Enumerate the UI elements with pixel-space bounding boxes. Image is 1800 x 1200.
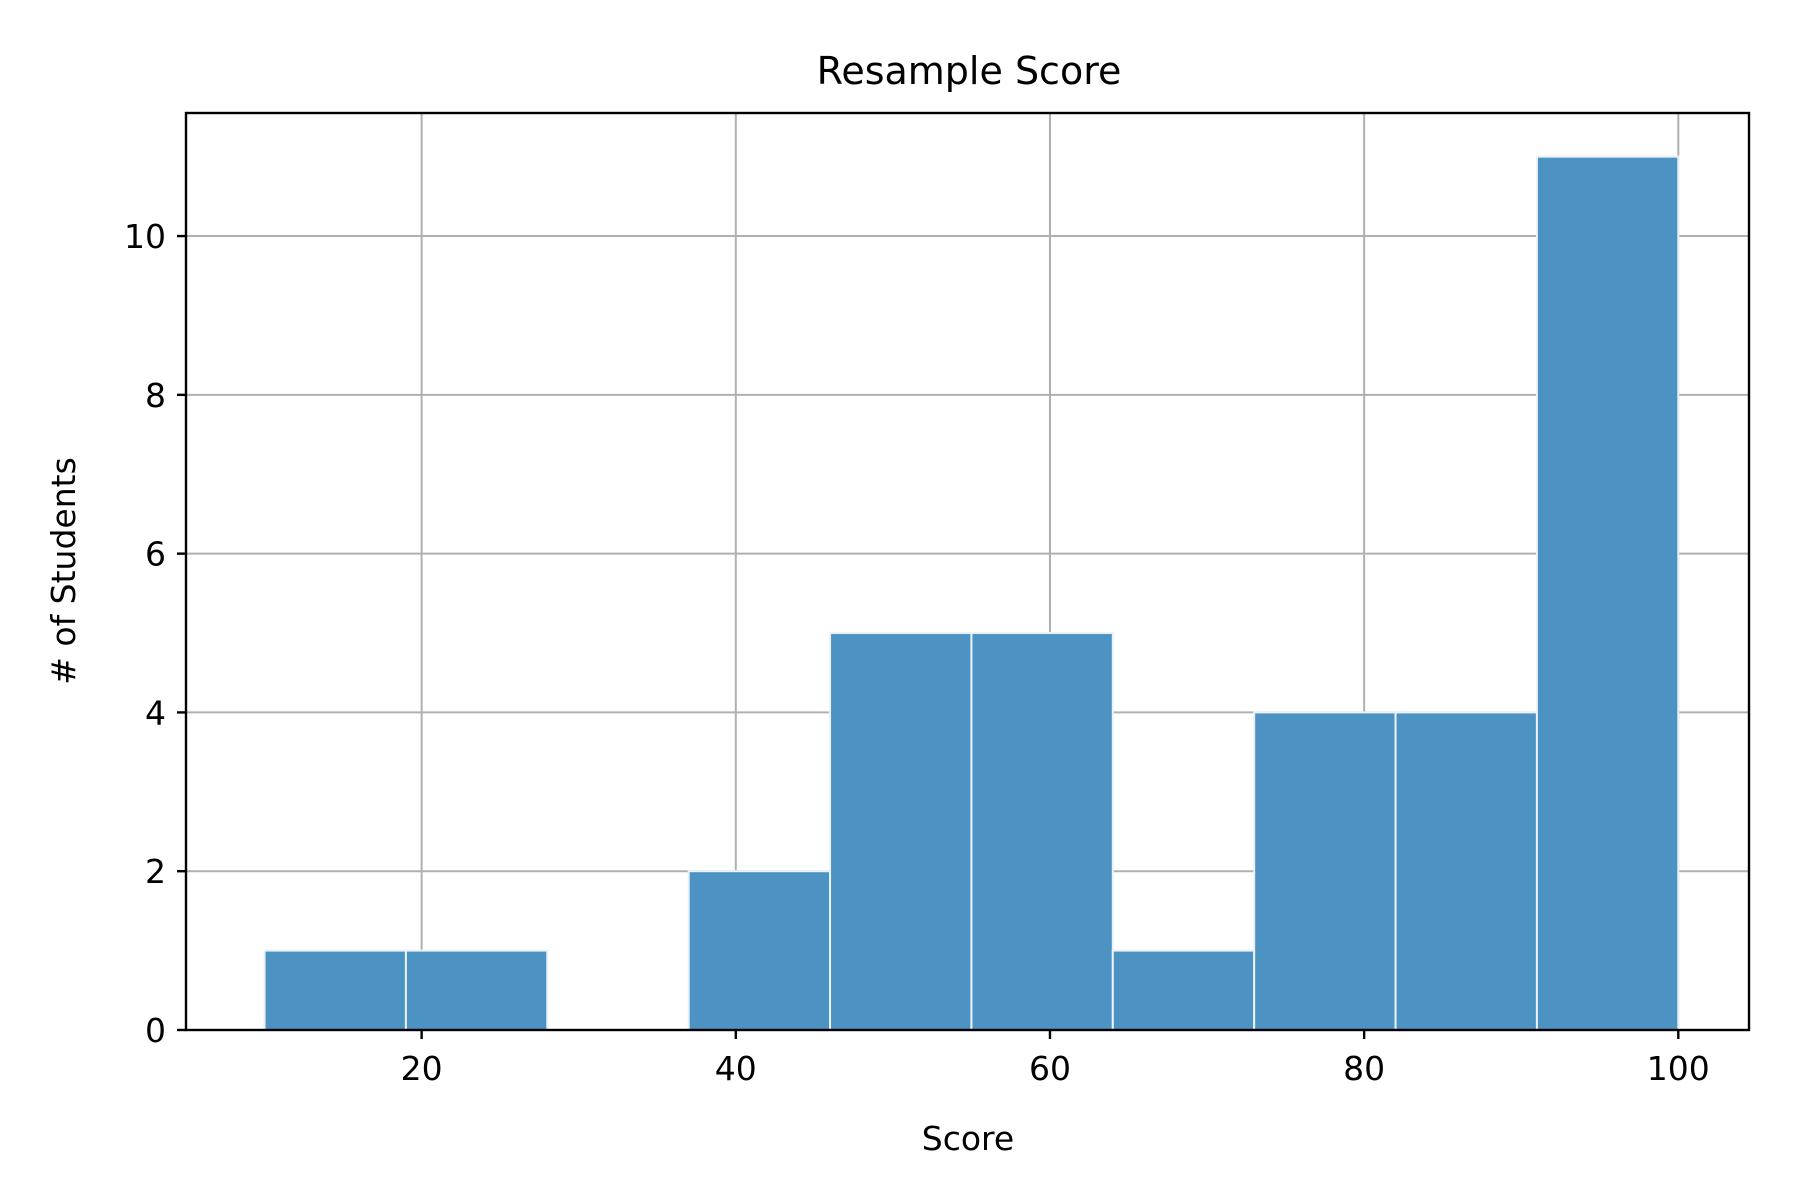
y-tick-label: 2	[145, 852, 166, 891]
y-tick-label: 8	[145, 376, 166, 415]
axis-ticks: 20 40 60 80 100 0 2 4 6 8 10	[124, 217, 1710, 1088]
x-tick-label: 20	[401, 1049, 443, 1088]
histogram-bar	[829, 632, 973, 1031]
y-axis-label: # of Students	[44, 457, 83, 685]
x-tick-label: 80	[1343, 1049, 1385, 1088]
histogram-bar	[404, 949, 549, 1032]
x-tick-label: 100	[1647, 1049, 1710, 1088]
y-tick-label: 10	[124, 217, 166, 256]
chart-title: Resample Score	[817, 49, 1122, 93]
histogram-bar	[970, 632, 1114, 1031]
histogram-bar	[1394, 711, 1538, 1031]
x-tick-label: 60	[1029, 1049, 1071, 1088]
x-tick-label: 40	[715, 1049, 757, 1088]
y-tick-label: 4	[145, 693, 166, 732]
histogram-bar	[1253, 711, 1397, 1031]
histogram-bars	[263, 155, 1680, 1032]
x-axis-label: Score	[922, 1119, 1014, 1158]
histogram-bar	[687, 870, 832, 1031]
plot-frame	[184, 111, 1751, 1032]
histogram-bar	[1535, 155, 1680, 1031]
y-tick-label: 6	[145, 535, 166, 574]
y-tick-label: 0	[145, 1011, 166, 1050]
histogram-bar	[263, 949, 407, 1032]
histogram-bar	[1111, 949, 1256, 1032]
